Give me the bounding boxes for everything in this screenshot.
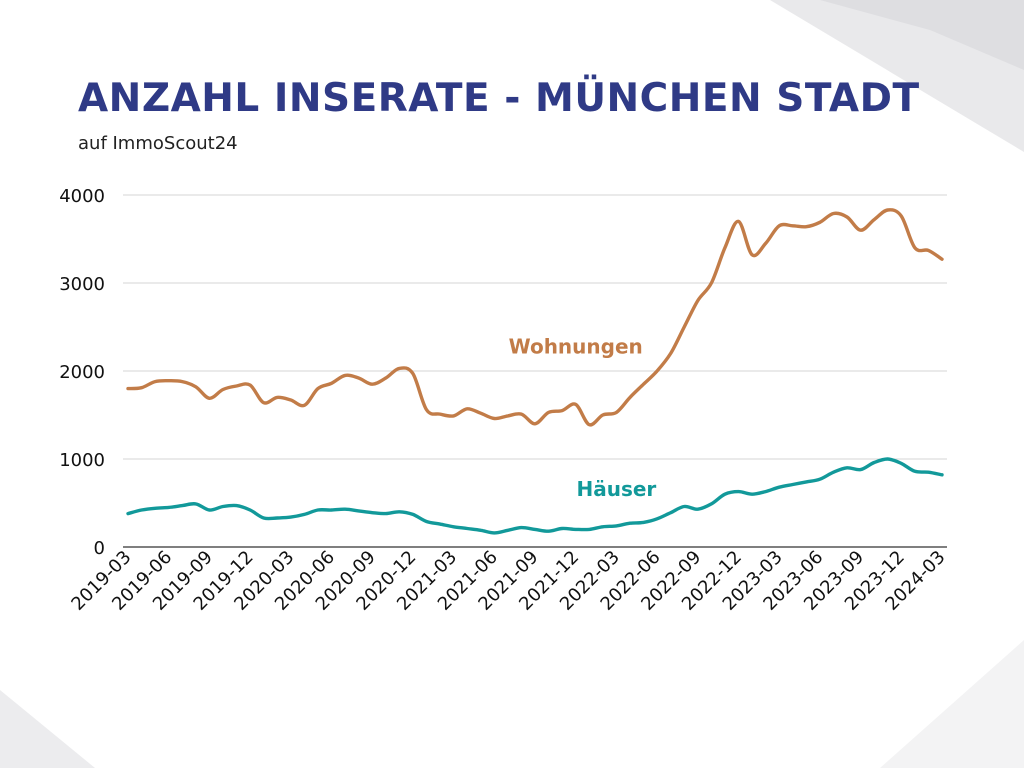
y-tick-label: 0 <box>94 538 105 559</box>
y-tick-label: 2000 <box>59 362 105 383</box>
gridlines <box>123 194 947 460</box>
series-line-haeuser <box>126 457 944 535</box>
page-title: ANZAHL INSERATE - MÜNCHEN STADT <box>78 76 920 121</box>
x-axis-ticks: 2019-032019-062019-092019-122020-032020-… <box>67 547 949 615</box>
series-line-wohnungen <box>126 208 944 427</box>
page-subtitle: auf ImmoScout24 <box>78 133 238 154</box>
series-label-haeuser: Häuser <box>576 477 656 501</box>
series-labels: Wohnungen Häuser <box>509 334 657 501</box>
series-lines <box>126 208 944 535</box>
y-tick-label: 3000 <box>59 274 105 295</box>
series-label-wohnungen: Wohnungen <box>509 334 643 358</box>
y-tick-label: 1000 <box>59 450 105 471</box>
y-axis-ticks: 0 1000 2000 3000 4000 <box>59 186 105 559</box>
y-tick-label: 4000 <box>59 186 105 207</box>
